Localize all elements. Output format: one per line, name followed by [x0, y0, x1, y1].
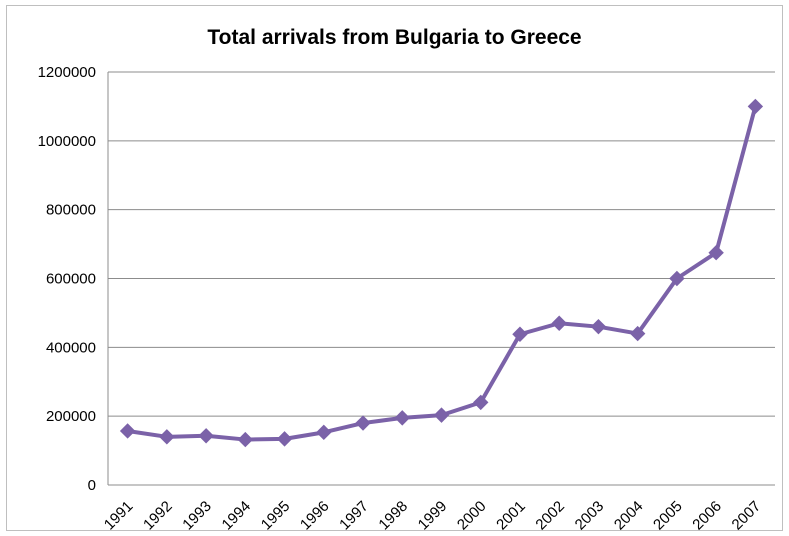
x-tick-label: 1994 — [219, 498, 255, 534]
data-point — [708, 244, 724, 261]
data-point — [551, 315, 567, 331]
x-tick-label: 1998 — [375, 498, 411, 534]
x-tick-label: 2004 — [611, 498, 647, 534]
x-tick-label: 1996 — [297, 498, 333, 534]
data-point — [512, 326, 528, 342]
y-axis-ticks: 0 200000 400000 600000 800000 1000000 1200000 — [38, 64, 96, 494]
x-tick-label: 1993 — [179, 498, 215, 534]
axes — [107, 72, 775, 486]
x-tick-label: 1999 — [415, 498, 451, 534]
x-tick-label: 1992 — [140, 498, 176, 534]
data-point — [747, 98, 764, 115]
y-tick-label: 600000 — [46, 271, 96, 288]
x-tick-label: 2002 — [532, 498, 568, 534]
data-point — [629, 325, 646, 342]
data-point — [198, 428, 214, 444]
x-tick-label: 2007 — [729, 498, 765, 534]
chart-frame — [6, 5, 783, 531]
y-tick-label: 1200000 — [38, 64, 96, 81]
x-tick-label: 2000 — [454, 498, 490, 534]
y-tick-label: 0 — [88, 477, 96, 494]
data-point — [433, 407, 450, 423]
y-tick-label: 200000 — [46, 408, 96, 425]
x-tick-label: 1995 — [258, 498, 294, 534]
gridlines — [108, 71, 775, 417]
y-tick-label: 400000 — [46, 339, 96, 356]
x-tick-label: 2003 — [572, 498, 608, 534]
x-tick-label: 2006 — [689, 498, 725, 534]
data-point — [159, 429, 175, 445]
x-tick-label: 2005 — [650, 498, 686, 534]
x-axis-ticks: 1991 1992 1993 1994 1995 1996 1997 1998 1999 2000… — [101, 498, 764, 534]
data-point — [669, 270, 685, 287]
y-tick-label: 800000 — [46, 202, 96, 219]
x-tick-label: 1997 — [336, 498, 372, 534]
data-point — [276, 431, 293, 447]
x-tick-label: 2001 — [493, 498, 529, 534]
data-point — [119, 423, 136, 439]
y-tick-label: 1000000 — [38, 133, 96, 150]
data-point — [237, 431, 254, 448]
data-point — [355, 415, 371, 431]
data-point — [473, 394, 489, 411]
data-point — [394, 410, 410, 426]
x-tick-label: 1991 — [101, 498, 137, 534]
series-line — [127, 105, 758, 442]
data-point — [316, 424, 332, 441]
data-point — [590, 318, 607, 335]
chart-title: Total arrivals from Bulgaria to Greece — [207, 26, 582, 49]
series — [119, 98, 764, 448]
